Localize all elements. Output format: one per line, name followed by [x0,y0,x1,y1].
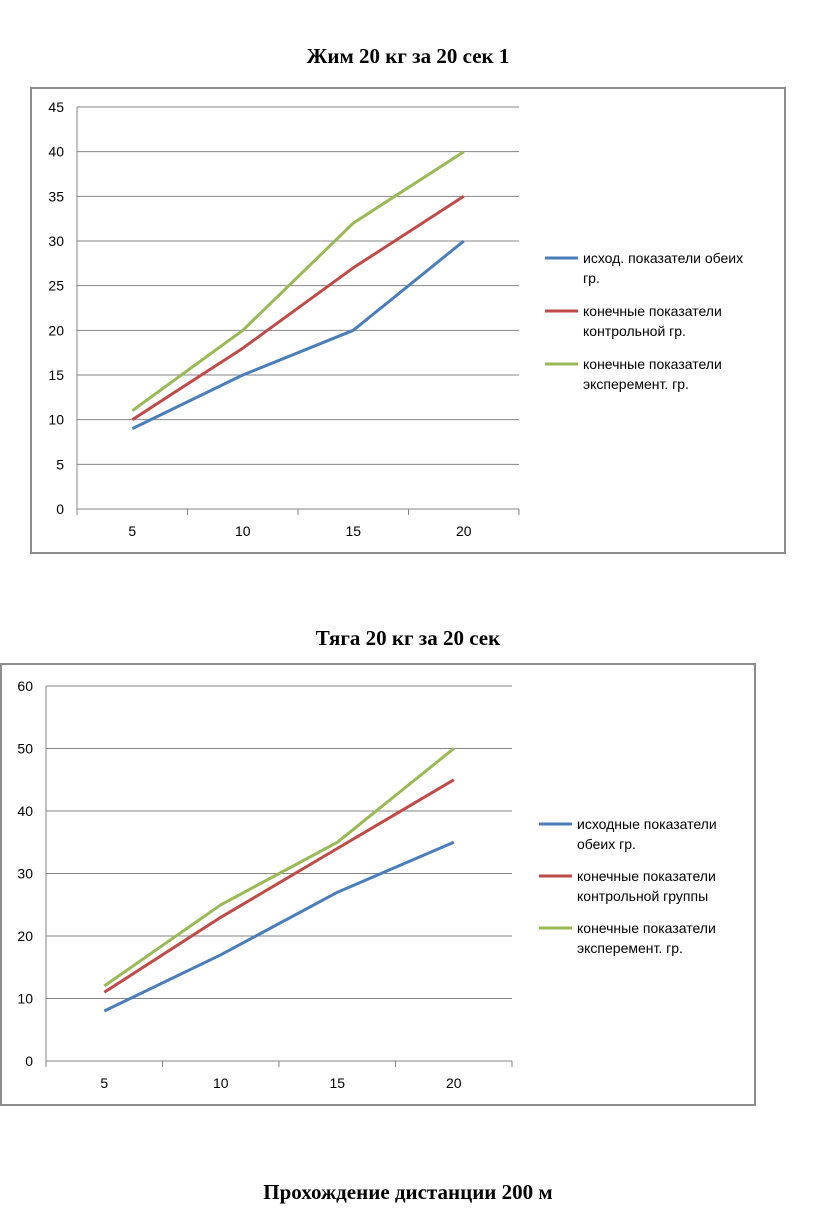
chart1-frame [30,87,786,554]
chart1-heading: Жим 20 кг за 20 сек 1 [306,44,510,68]
chart2-heading: Тяга 20 кг за 20 сек [315,626,501,650]
chart3-heading: Прохождение дистанции 200 м [263,1180,553,1204]
chart2-frame [0,663,756,1106]
